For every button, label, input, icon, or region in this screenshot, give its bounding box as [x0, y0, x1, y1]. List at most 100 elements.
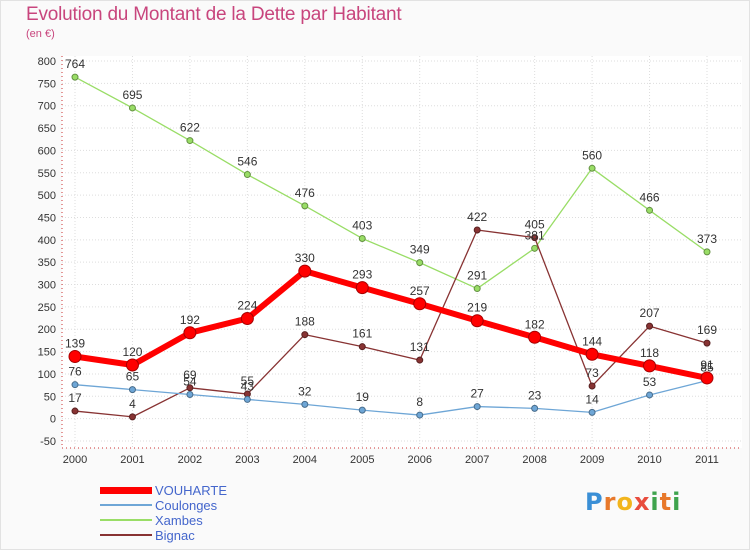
unit-label: (en €)	[26, 28, 55, 40]
data-point-bignac	[186, 384, 194, 392]
x-tick-label: 2008	[522, 454, 546, 466]
y-tick-label: 800	[38, 56, 56, 68]
data-point-coulonges	[243, 395, 251, 403]
data-label-xambes: 403	[352, 218, 372, 232]
data-label-xambes: 349	[410, 243, 430, 257]
data-label-vouharte: 91	[700, 358, 714, 372]
y-tick-label: -50	[40, 436, 56, 448]
data-label-coulonges: 43	[241, 379, 255, 393]
data-label-vouharte: 120	[122, 345, 142, 359]
data-point-xambes	[473, 285, 481, 293]
data-point-bignac	[703, 339, 711, 347]
data-label-bignac: 55	[241, 374, 255, 388]
legend-swatch	[100, 487, 152, 494]
data-point-vouharte	[68, 350, 82, 364]
data-point-xambes	[646, 206, 654, 214]
data-point-bignac	[473, 226, 481, 234]
data-point-bignac	[358, 343, 366, 351]
data-label-xambes: 373	[697, 232, 717, 246]
data-label-coulonges: 54	[183, 375, 197, 389]
data-point-vouharte	[183, 326, 197, 340]
logo-letter: P	[585, 488, 604, 516]
y-tick-label: 550	[38, 168, 56, 180]
y-tick-label: 50	[44, 391, 56, 403]
series-line-coulonges	[74, 379, 708, 416]
data-label-vouharte: 224	[237, 299, 257, 313]
legend-swatch	[100, 504, 152, 506]
data-label-xambes: 764	[65, 57, 85, 71]
data-label-xambes: 466	[640, 190, 660, 204]
data-point-coulonges	[301, 400, 309, 408]
data-point-xambes	[301, 202, 309, 210]
chart-title: Evolution du Montant de la Dette par Hab…	[26, 4, 402, 25]
data-point-coulonges	[186, 391, 194, 399]
data-point-vouharte	[528, 330, 542, 344]
y-tick-label: 500	[38, 190, 56, 202]
data-label-vouharte: 139	[65, 337, 85, 351]
data-point-bignac	[128, 413, 136, 421]
data-point-vouharte	[125, 358, 139, 372]
data-label-bignac: 188	[295, 315, 315, 329]
legend-label: Xambes	[155, 513, 203, 528]
data-point-xambes	[71, 73, 79, 81]
data-label-coulonges: 32	[298, 384, 312, 398]
data-label-coulonges: 19	[356, 390, 370, 404]
data-label-bignac: 73	[585, 366, 599, 380]
legend-label: VOUHARTE	[155, 483, 227, 498]
data-label-coulonges: 23	[528, 388, 542, 402]
y-tick-label: 450	[38, 212, 56, 224]
data-label-bignac: 69	[183, 368, 197, 382]
data-label-xambes: 476	[295, 186, 315, 200]
data-point-xambes	[703, 248, 711, 256]
data-label-coulonges: 14	[585, 392, 599, 406]
data-label-coulonges: 85	[700, 361, 714, 375]
y-tick-label: 650	[38, 123, 56, 135]
data-label-vouharte: 330	[295, 251, 315, 265]
data-point-bignac	[646, 322, 654, 330]
data-label-coulonges: 76	[68, 365, 82, 379]
data-label-coulonges: 27	[471, 387, 485, 401]
data-label-bignac: 169	[697, 323, 717, 337]
data-point-coulonges	[473, 403, 481, 411]
series-line-xambes	[74, 76, 708, 290]
logo-letter: i	[672, 488, 682, 516]
data-point-xambes	[186, 137, 194, 145]
series-line-vouharte	[72, 268, 710, 381]
data-label-vouharte: 219	[467, 301, 487, 315]
x-tick-label: 2007	[465, 454, 489, 466]
data-label-coulonges: 53	[643, 375, 657, 389]
data-label-bignac: 161	[352, 327, 372, 341]
x-tick-label: 2003	[235, 454, 259, 466]
data-label-xambes: 546	[237, 155, 257, 169]
y-tick-label: 250	[38, 302, 56, 314]
y-tick-label: 700	[38, 101, 56, 113]
data-point-coulonges	[646, 391, 654, 399]
x-tick-label: 2006	[407, 454, 431, 466]
logo-letter: i	[650, 488, 660, 516]
legend-swatch	[100, 534, 152, 536]
plot-area	[62, 56, 742, 448]
y-tick-label: 200	[38, 324, 56, 336]
legend-label: Coulonges	[155, 498, 218, 513]
data-point-coulonges	[588, 408, 596, 416]
data-point-coulonges	[128, 386, 136, 394]
data-point-xambes	[416, 259, 424, 267]
x-tick-label: 2001	[120, 454, 144, 466]
data-point-xambes	[128, 104, 136, 112]
data-point-bignac	[416, 356, 424, 364]
logo-letter: r	[603, 488, 617, 516]
data-point-bignac	[588, 382, 596, 390]
data-label-bignac: 131	[410, 340, 430, 354]
data-point-vouharte	[585, 347, 599, 361]
data-point-bignac	[531, 234, 539, 242]
data-label-vouharte: 118	[640, 346, 659, 360]
y-tick-label: 300	[38, 280, 56, 292]
data-point-vouharte	[298, 264, 312, 278]
data-point-vouharte	[240, 312, 254, 326]
x-tick-label: 2000	[63, 454, 87, 466]
data-label-bignac: 422	[467, 210, 487, 224]
data-label-bignac: 207	[640, 306, 660, 320]
data-point-coulonges	[71, 381, 79, 389]
y-tick-label: 600	[38, 145, 56, 157]
